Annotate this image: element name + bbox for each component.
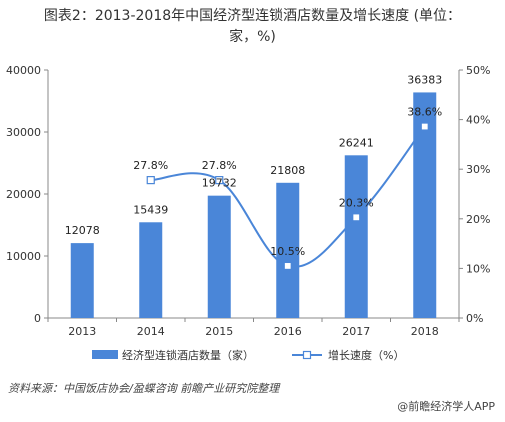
bar [344,155,368,318]
y-left-tick-label: 20000 [6,188,41,201]
credit-note: @前瞻经济学人APP [397,400,495,413]
combo-chart: 0 10000 20000 30000 40000 0% 10% 20% 30% 40% 50% 20… [6,64,490,362]
growth-point [352,213,361,222]
x-tick-label: 2018 [411,325,439,338]
y-right-tick-label: 0% [466,312,483,325]
bar-series [70,92,437,318]
x-tick-label: 2013 [68,325,96,338]
y-left-tick-label: 30000 [6,126,41,139]
y-right-tick-label: 10% [466,262,490,275]
x-tick-label: 2014 [137,325,165,338]
growth-value-label: 10.5% [270,245,305,258]
bar-value-label: 26241 [339,136,374,149]
growth-point [283,261,292,271]
bar [413,92,437,318]
chart-legend: 经济型连锁酒店数量（家） 增长速度（%） [92,348,404,362]
bar-value-label: 15439 [133,203,168,216]
y-right-tick-label: 30% [466,163,490,176]
y-right-tick-label: 50% [466,64,490,77]
legend-bar-swatch [92,350,118,359]
legend-line-marker [302,350,312,360]
bar-value-label: 36383 [407,73,442,86]
source-note: 资料来源：中国饭店协会/盈蝶咨询 前瞻产业研究院整理 [8,382,280,395]
growth-point [146,176,155,185]
growth-value-label: 27.8% [202,159,237,172]
chart-title-line-1: 图表2：2013-2018年中国经济型连锁酒店数量及增长速度 (单位： [43,8,462,24]
y-left-tick-label: 10000 [6,250,41,263]
growth-value-label: 27.8% [133,159,168,172]
x-tick-label: 2016 [274,325,302,338]
bar [276,182,300,318]
chart-title: 图表2：2013-2018年中国经济型连锁酒店数量及增长速度 (单位： 家，%) [0,6,505,48]
legend-line-label: 增长速度（%） [328,348,404,362]
bar-value-label: 19732 [202,177,237,190]
y-left-tick-label: 40000 [6,64,41,77]
line-series [146,122,429,271]
growth-point [420,122,429,131]
growth-value-label: 20.3% [339,196,374,209]
y-right-tick-label: 20% [466,213,490,226]
bar-value-label: 21808 [270,164,305,177]
bar-value-label: 12078 [65,224,100,237]
data-labels: 12078 15439 19732 21808 26241 36383 27.8% 27.8%… [65,73,443,257]
x-tick-label: 2015 [205,325,233,338]
bar [139,222,163,318]
legend-bar-label: 经济型连锁酒店数量（家） [122,348,254,362]
chart-title-line-2: 家，%) [229,29,276,45]
growth-point [215,176,224,185]
chart-axes: 0 10000 20000 30000 40000 0% 10% 20% 30% 40% 50% 20… [6,64,490,338]
bar [207,195,231,318]
growth-value-label: 38.6% [407,106,442,119]
y-right-tick-label: 40% [466,114,490,127]
y-left-tick-label: 0 [34,312,41,325]
x-tick-label: 2017 [342,325,370,338]
bar [70,243,94,318]
